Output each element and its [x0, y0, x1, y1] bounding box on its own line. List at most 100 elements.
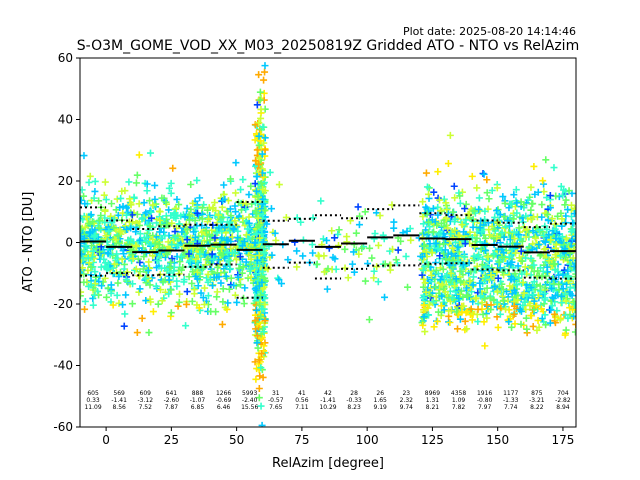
data-point: [242, 231, 250, 239]
data-point: [192, 255, 200, 263]
data-point: [252, 157, 260, 165]
data-point: [254, 214, 262, 222]
data-point: [437, 302, 445, 310]
data-point: [260, 76, 268, 84]
data-point: [251, 285, 259, 293]
data-point: [487, 306, 495, 314]
data-point: [146, 149, 154, 157]
data-point: [451, 194, 459, 202]
data-point: [498, 253, 506, 261]
data-point: [483, 252, 491, 260]
data-point: [133, 329, 141, 337]
data-point: [555, 281, 563, 289]
data-point: [447, 269, 455, 277]
data-point: [252, 264, 260, 272]
data-point: [372, 209, 380, 217]
data-point: [374, 278, 382, 286]
data-point: [502, 305, 510, 313]
data-point: [165, 290, 173, 298]
data-point: [200, 300, 208, 308]
data-point: [427, 271, 435, 279]
data-point: [118, 255, 126, 263]
data-point: [390, 224, 398, 232]
data-point: [529, 213, 537, 221]
data-point: [129, 280, 137, 288]
data-point: [105, 227, 113, 235]
data-point: [564, 206, 572, 214]
data-point: [317, 197, 325, 205]
data-point: [268, 251, 276, 259]
data-point: [548, 293, 556, 301]
data-point: [256, 234, 264, 242]
data-point: [232, 189, 240, 197]
y-tick-label: 20: [58, 174, 73, 188]
data-point: [493, 207, 501, 215]
data-point: [566, 311, 574, 319]
data-point: [483, 314, 491, 322]
data-point: [426, 291, 434, 299]
data-point: [551, 310, 559, 318]
data-point: [255, 394, 263, 402]
data-point: [515, 224, 523, 232]
data-point: [183, 226, 191, 234]
data-point: [299, 252, 307, 260]
data-point: [226, 205, 234, 213]
data-point: [437, 219, 445, 227]
data-point: [149, 235, 157, 243]
data-point: [271, 229, 279, 237]
data-point: [140, 253, 148, 261]
data-point: [261, 187, 269, 195]
data-point: [198, 222, 206, 230]
data-point: [421, 306, 429, 314]
data-point: [547, 236, 555, 244]
bin-count-label: 28: [350, 390, 358, 397]
bin-count-label: 31: [272, 390, 280, 397]
data-point: [446, 131, 454, 139]
data-point: [202, 227, 210, 235]
data-point: [481, 295, 489, 303]
data-point: [488, 186, 496, 194]
data-point: [101, 178, 109, 186]
data-point: [421, 279, 429, 287]
data-point: [169, 164, 177, 172]
data-point: [441, 215, 449, 223]
bin-std-label: 6.46: [217, 404, 231, 411]
data-point: [461, 240, 469, 248]
data-point: [441, 246, 449, 254]
data-point: [559, 285, 567, 293]
bin-std-label: 15.56: [241, 404, 258, 411]
bin-count-label: 641: [166, 390, 178, 397]
data-point: [259, 268, 267, 276]
data-point: [419, 220, 427, 228]
data-point: [559, 191, 567, 199]
bin-std-label: 7.97: [478, 404, 492, 411]
data-point: [475, 251, 483, 259]
data-point: [442, 255, 450, 263]
data-point: [95, 216, 103, 224]
data-point: [564, 314, 572, 322]
data-point: [264, 265, 272, 273]
bin-count-label: 1266: [216, 390, 231, 397]
data-point: [557, 182, 565, 190]
data-point: [542, 321, 550, 329]
data-point: [460, 228, 468, 236]
data-point: [449, 208, 457, 216]
data-point: [419, 266, 427, 274]
data-point: [156, 286, 164, 294]
data-point: [193, 269, 201, 277]
data-point: [214, 211, 222, 219]
data-point: [499, 297, 507, 305]
data-point: [109, 301, 117, 309]
data-point: [143, 233, 151, 241]
data-point: [198, 229, 206, 237]
data-point: [125, 218, 133, 226]
x-tick-label: 175: [551, 433, 574, 447]
data-point: [558, 299, 566, 307]
data-point: [140, 199, 148, 207]
data-point: [454, 243, 462, 251]
bin-std-label: 7.74: [504, 404, 518, 411]
data-point: [95, 197, 103, 205]
data-point: [479, 310, 487, 318]
data-point: [435, 196, 443, 204]
x-tick-label: 0: [102, 433, 110, 447]
